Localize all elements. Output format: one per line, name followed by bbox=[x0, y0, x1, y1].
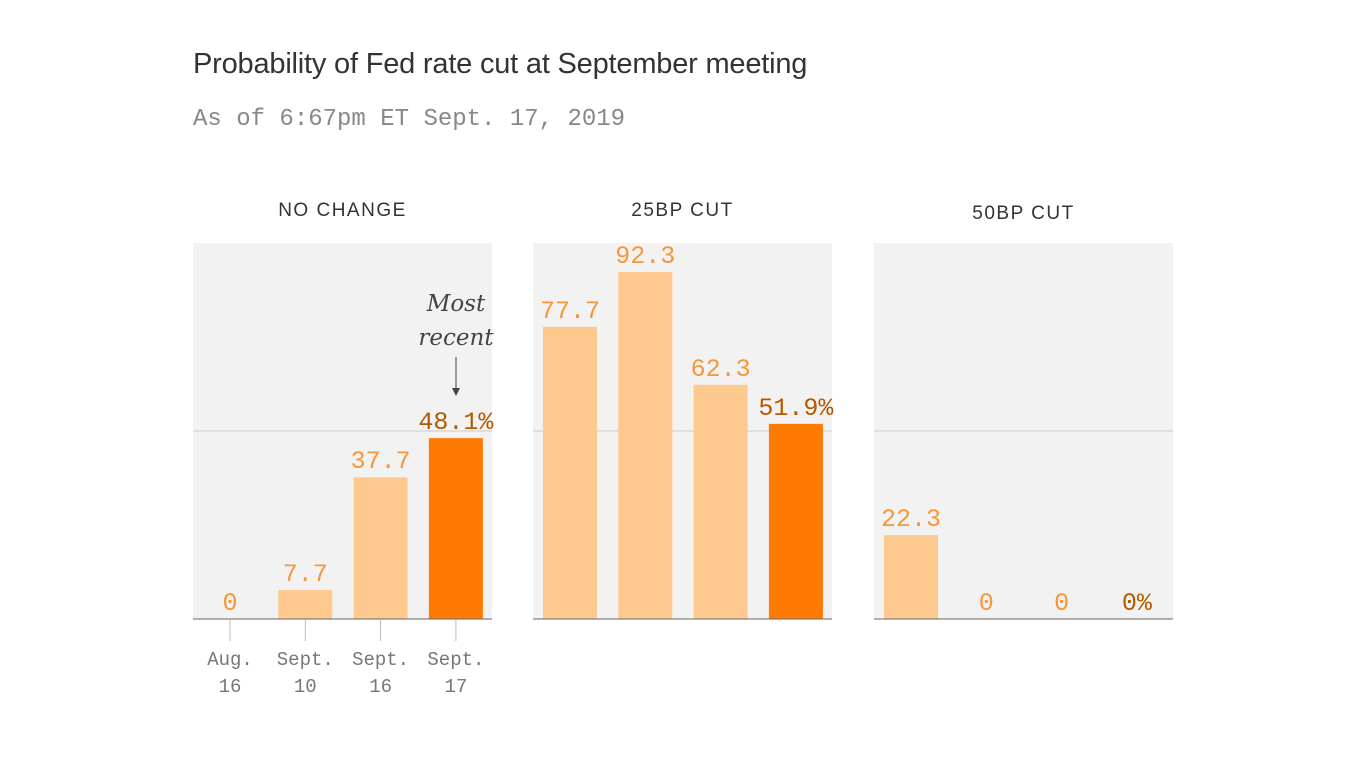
x-tick-label: Aug. bbox=[207, 649, 253, 671]
data-label: 77.7 bbox=[540, 297, 600, 326]
x-tick-label: 16 bbox=[369, 676, 392, 698]
data-label: 51.9% bbox=[758, 394, 834, 423]
panel-title: NO CHANGE bbox=[278, 200, 407, 221]
data-label: 62.3 bbox=[691, 355, 751, 384]
data-label: 37.7 bbox=[351, 447, 411, 476]
bar bbox=[884, 535, 938, 619]
data-label: 92.3 bbox=[615, 242, 675, 271]
data-label: 0 bbox=[222, 589, 237, 618]
annotation-text: Most bbox=[426, 291, 486, 317]
panel-title: 25BP CUT bbox=[631, 200, 733, 221]
data-label: 0 bbox=[1054, 589, 1069, 618]
x-tick-label: Sept. bbox=[352, 649, 409, 671]
data-label: 7.7 bbox=[283, 560, 328, 589]
bar bbox=[543, 326, 597, 619]
arrow-head-icon bbox=[452, 388, 460, 396]
data-label: 48.1% bbox=[418, 408, 494, 437]
chart-subtitle: As of 6:67pm ET Sept. 17, 2019 bbox=[193, 106, 626, 133]
chart-title: Probability of Fed rate cut at September… bbox=[193, 48, 808, 80]
bar bbox=[618, 271, 673, 619]
annotation-text: recent bbox=[418, 325, 494, 351]
x-tick-label: Sept. bbox=[277, 649, 334, 671]
bar bbox=[278, 590, 333, 619]
data-label: 0 bbox=[979, 589, 994, 618]
bar bbox=[768, 423, 823, 619]
x-tick-label: 10 bbox=[294, 676, 317, 698]
x-tick-label: 16 bbox=[219, 676, 242, 698]
x-tick-label: 17 bbox=[444, 676, 467, 698]
x-tick-label: Sept. bbox=[427, 649, 484, 671]
bar bbox=[428, 438, 483, 619]
bar bbox=[353, 477, 408, 619]
panel-title: 50BP CUT bbox=[972, 203, 1074, 224]
data-label: 22.3 bbox=[881, 505, 941, 534]
bar bbox=[693, 384, 748, 619]
data-label: 0% bbox=[1122, 589, 1153, 618]
